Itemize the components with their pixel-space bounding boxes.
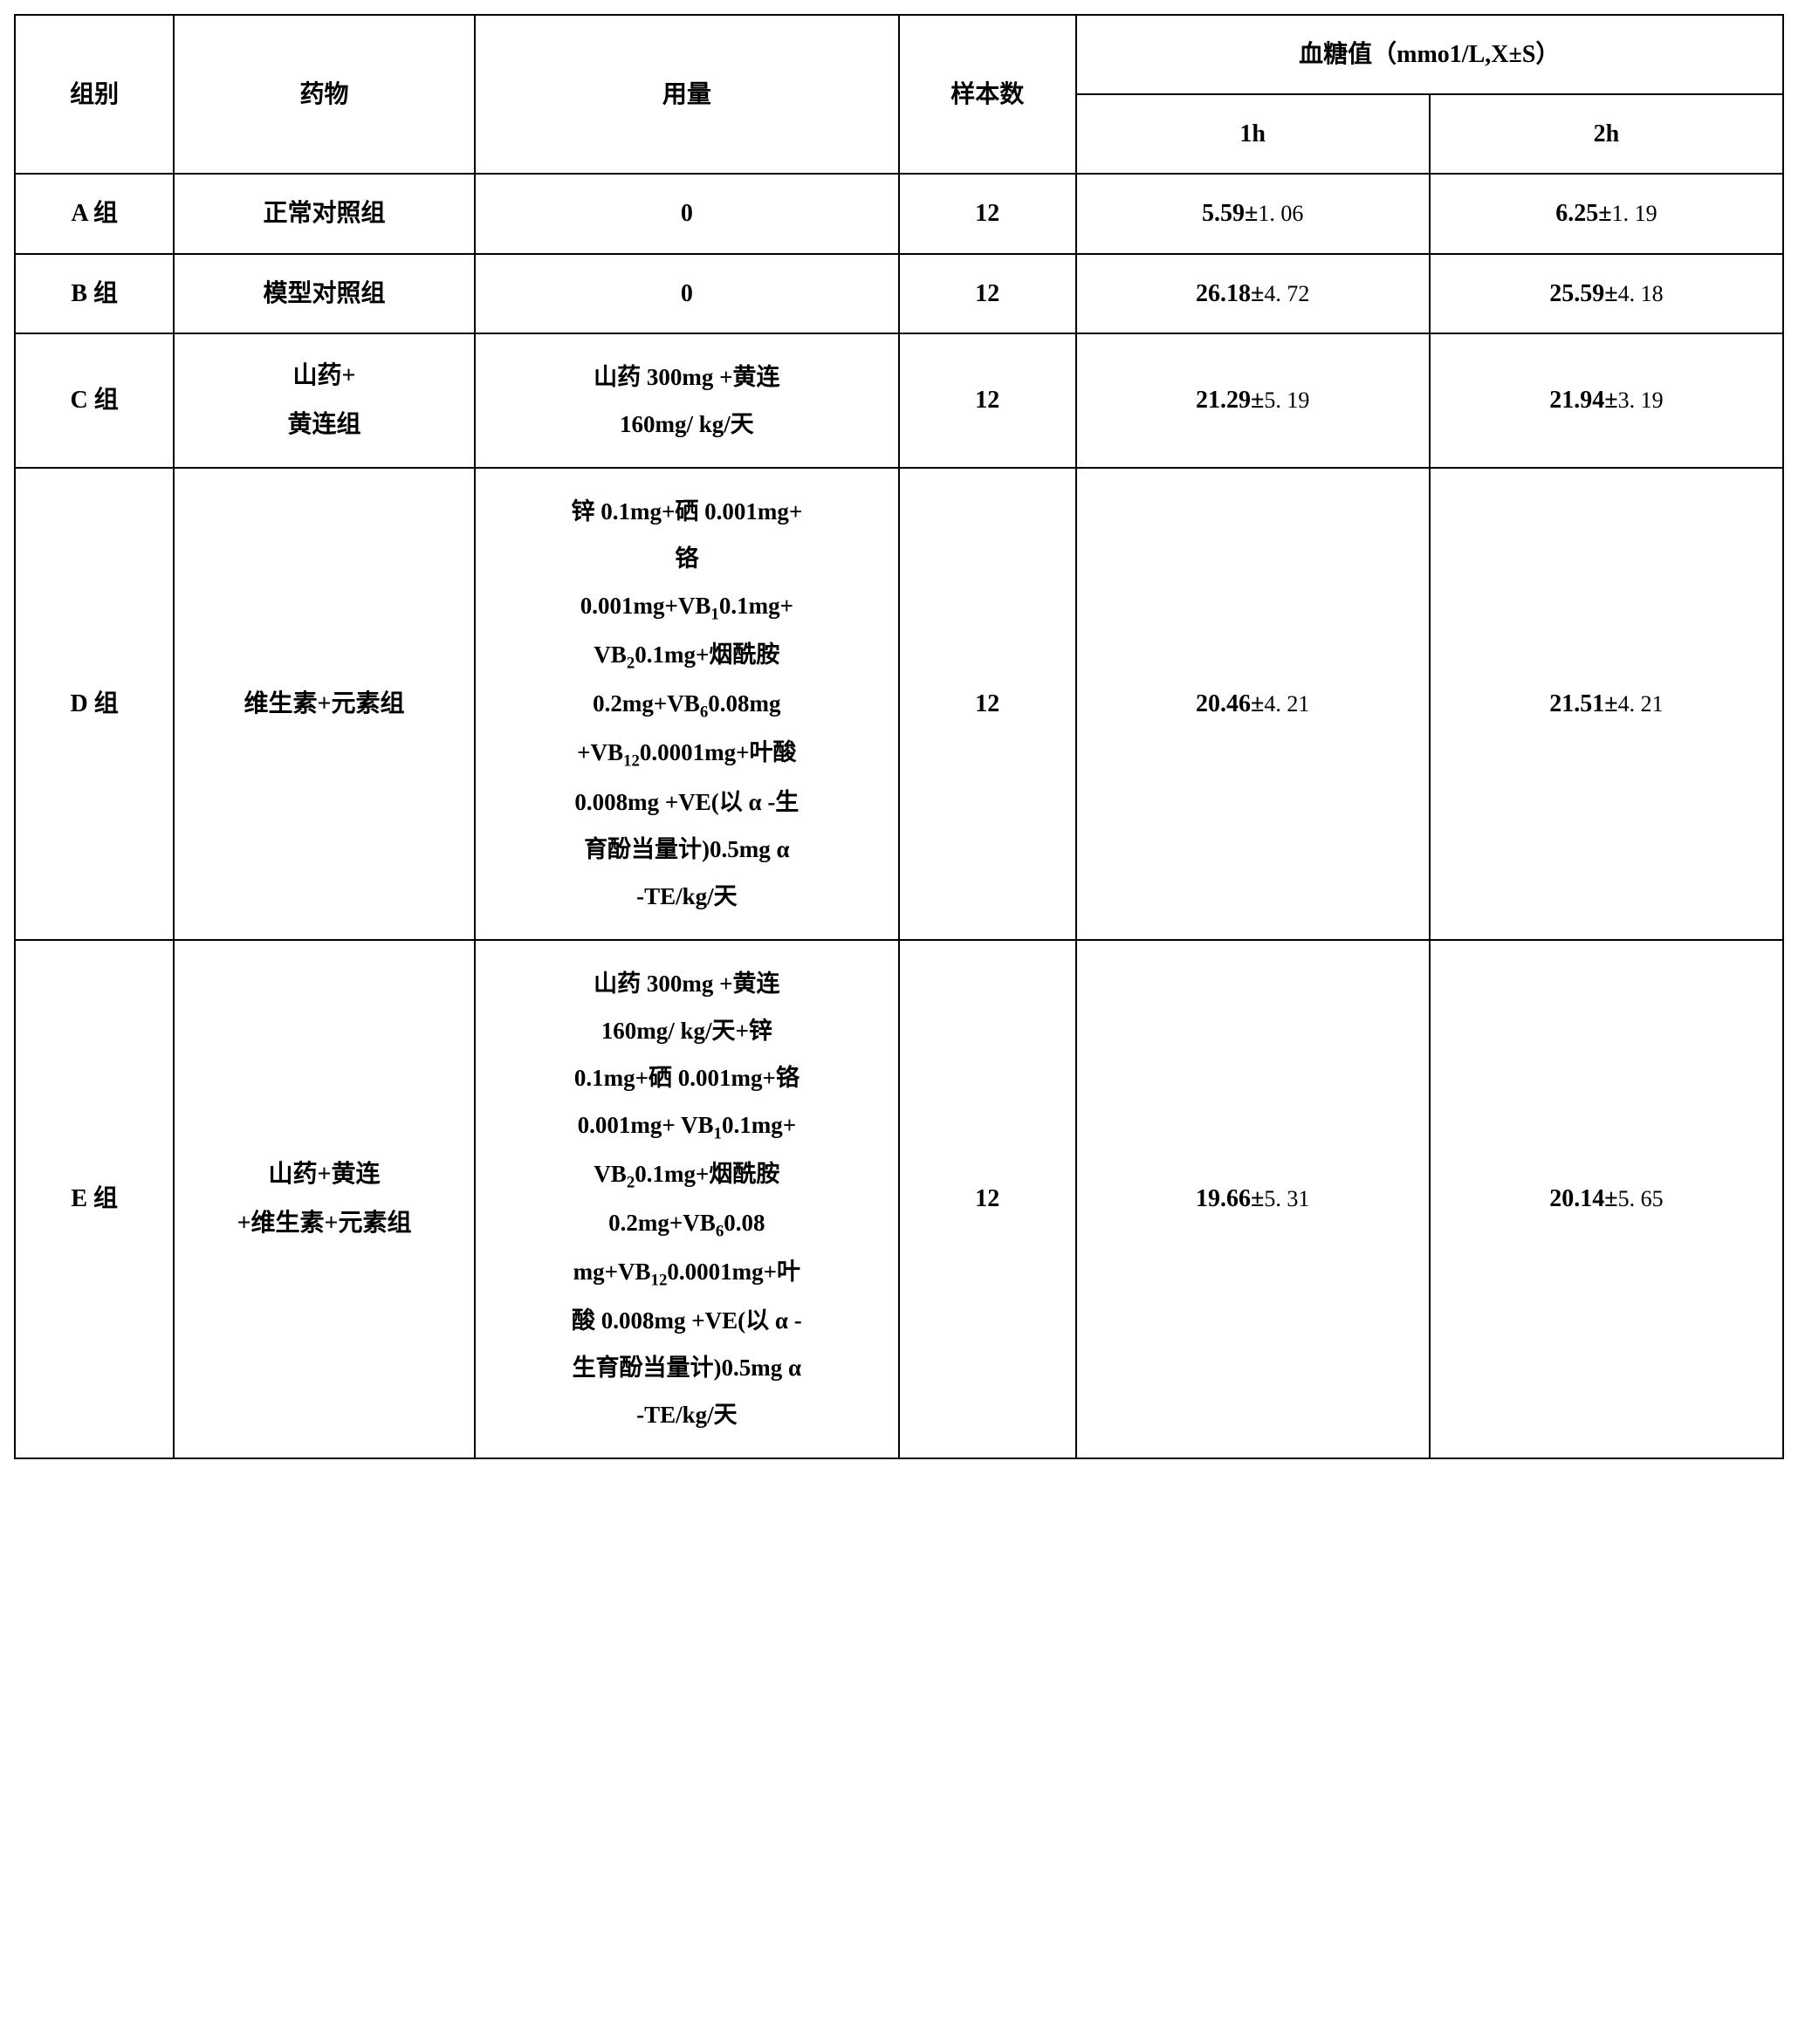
cell-value-1h: 19.66±5. 31 [1076, 940, 1430, 1459]
cell-group: E 组 [15, 940, 174, 1459]
table-row: C 组 山药+ 黄连组 山药 300mg +黄连 160mg/ kg/天 12 … [15, 333, 1783, 468]
cell-drug: 山药+黄连 +维生素+元素组 [174, 940, 474, 1459]
col-header-group: 组别 [15, 15, 174, 174]
col-header-sample: 样本数 [899, 15, 1076, 174]
table-row: E 组 山药+黄连 +维生素+元素组 山药 300mg +黄连 160mg/ k… [15, 940, 1783, 1459]
col-header-bloodsugar: 血糖值（mmo1/L,X±S） [1076, 15, 1783, 94]
table-row: B 组 模型对照组 0 12 26.18±4. 72 25.59±4. 18 [15, 254, 1783, 333]
cell-value-1h: 20.46±4. 21 [1076, 468, 1430, 940]
cell-sample: 12 [899, 940, 1076, 1459]
cell-dose: 0 [475, 254, 899, 333]
cell-dose: 山药 300mg +黄连 160mg/ kg/天+锌 0.1mg+硒 0.001… [475, 940, 899, 1459]
cell-value-1h: 5.59±1. 06 [1076, 174, 1430, 253]
cell-value-2h: 21.94±3. 19 [1430, 333, 1783, 468]
cell-group: A 组 [15, 174, 174, 253]
cell-value-2h: 6.25±1. 19 [1430, 174, 1783, 253]
cell-drug: 维生素+元素组 [174, 468, 474, 940]
cell-value-1h: 26.18±4. 72 [1076, 254, 1430, 333]
cell-dose: 0 [475, 174, 899, 253]
cell-sample: 12 [899, 333, 1076, 468]
cell-dose: 锌 0.1mg+硒 0.001mg+ 铬 0.001mg+VB10.1mg+ V… [475, 468, 899, 940]
cell-sample: 12 [899, 254, 1076, 333]
cell-value-1h: 21.29±5. 19 [1076, 333, 1430, 468]
table-row: D 组 维生素+元素组 锌 0.1mg+硒 0.001mg+ 铬 0.001mg… [15, 468, 1783, 940]
cell-drug: 正常对照组 [174, 174, 474, 253]
cell-sample: 12 [899, 468, 1076, 940]
col-header-dose: 用量 [475, 15, 899, 174]
cell-sample: 12 [899, 174, 1076, 253]
cell-drug: 山药+ 黄连组 [174, 333, 474, 468]
cell-value-2h: 21.51±4. 21 [1430, 468, 1783, 940]
col-header-drug: 药物 [174, 15, 474, 174]
table-row: A 组 正常对照组 0 12 5.59±1. 06 6.25±1. 19 [15, 174, 1783, 253]
col-header-1h: 1h [1076, 94, 1430, 174]
cell-group: D 组 [15, 468, 174, 940]
cell-group: C 组 [15, 333, 174, 468]
cell-dose: 山药 300mg +黄连 160mg/ kg/天 [475, 333, 899, 468]
cell-group: B 组 [15, 254, 174, 333]
cell-value-2h: 20.14±5. 65 [1430, 940, 1783, 1459]
col-header-2h: 2h [1430, 94, 1783, 174]
cell-drug: 模型对照组 [174, 254, 474, 333]
cell-value-2h: 25.59±4. 18 [1430, 254, 1783, 333]
header-row-1: 组别 药物 用量 样本数 血糖值（mmo1/L,X±S） [15, 15, 1783, 94]
data-table: 组别 药物 用量 样本数 血糖值（mmo1/L,X±S） 1h 2h A 组 正… [14, 14, 1784, 1459]
